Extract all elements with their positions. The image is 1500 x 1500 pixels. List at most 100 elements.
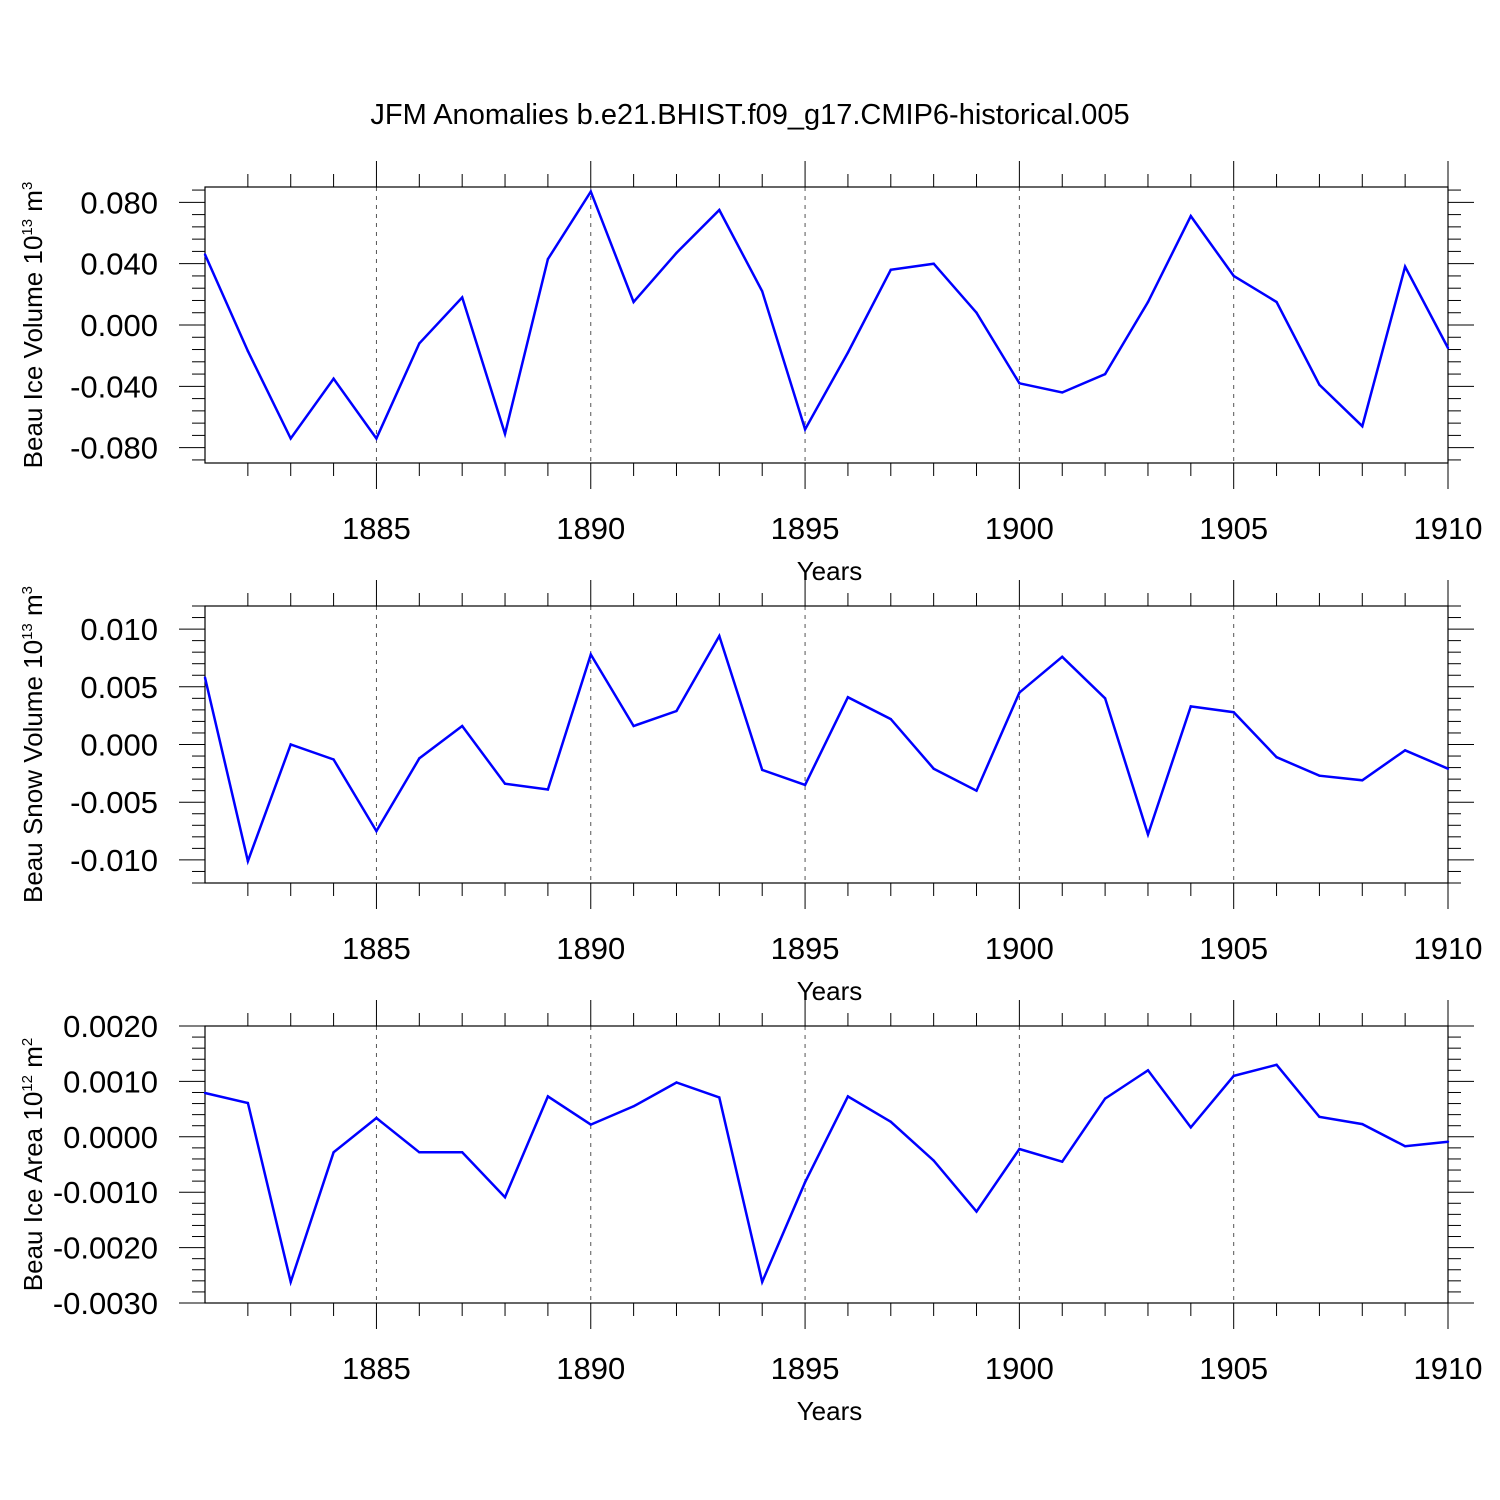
data-point: [846, 351, 850, 354]
x-tick-label: 1885: [342, 931, 411, 966]
data-point: [246, 349, 250, 353]
data-point: [332, 377, 335, 380]
data-point: [1275, 1063, 1278, 1066]
y-label-unit: m: [18, 1046, 48, 1075]
data-point: [1189, 214, 1193, 218]
chart-panel-1: 1885 1890 1895 1900 1905 1910 -0.080 -0.040 0.00…: [18, 161, 1482, 586]
y-label-exponent: 12: [19, 1075, 36, 1092]
data-point: [375, 1116, 378, 1120]
x-tick-label: 1910: [1414, 931, 1483, 966]
data-point: [675, 251, 678, 255]
data-point: [846, 695, 850, 699]
data-point: [932, 1159, 935, 1162]
data-point: [932, 262, 935, 265]
x-tick-label: 1895: [771, 931, 840, 966]
data-point: [375, 437, 378, 440]
data-point: [889, 717, 892, 721]
data-point: [1189, 705, 1193, 708]
y-label-unit-exponent: 3: [19, 182, 36, 190]
y-tick-label: -0.005: [70, 785, 158, 820]
data-point: [1275, 300, 1278, 304]
data-point: [1232, 710, 1235, 714]
data-point: [1103, 372, 1107, 376]
data-point: [675, 709, 678, 713]
data-point: [246, 859, 250, 863]
data-point: [1061, 391, 1064, 394]
y-tick-label: 0.040: [80, 247, 158, 282]
data-point: [546, 257, 550, 261]
data-point: [975, 1210, 978, 1213]
data-point: [418, 342, 421, 345]
y-label-unit-exponent: 3: [19, 586, 36, 594]
data-point: [632, 300, 635, 304]
data-point: [289, 1280, 292, 1284]
data-point: [1018, 691, 1021, 694]
x-tick-label: 1885: [342, 1351, 411, 1386]
y-tick-label: -0.0020: [53, 1231, 158, 1266]
y-tick-label: -0.080: [70, 431, 158, 466]
x-tick-label: 1885: [342, 511, 411, 546]
data-point: [1061, 655, 1064, 658]
y-label-unit: m: [18, 190, 48, 219]
data-point: [718, 634, 721, 638]
y-tick-label: -0.0010: [53, 1175, 158, 1210]
y-tick-label: 0.000: [80, 728, 158, 763]
data-point: [375, 829, 378, 833]
data-point: [418, 1151, 421, 1154]
data-point: [803, 1181, 807, 1184]
plot-frame: [204, 605, 1449, 884]
data-point: [975, 311, 978, 314]
data-point: [460, 724, 464, 728]
data-point: [761, 1280, 764, 1284]
data-point: [1403, 1145, 1407, 1148]
x-tick-label: 1890: [556, 931, 625, 966]
data-point: [460, 296, 464, 299]
data-point: [203, 253, 207, 256]
data-point: [632, 1105, 635, 1108]
data-point: [1403, 749, 1407, 752]
data-point: [332, 758, 335, 761]
x-axis-label: Years: [797, 556, 863, 586]
x-tick-label: 1900: [985, 931, 1054, 966]
chart-panel-3: 1885 1890 1895 1900 1905 1910 -0.0030 -0.0020 -0…: [18, 1000, 1482, 1426]
x-tick-label: 1905: [1199, 1351, 1268, 1386]
y-label-base: Beau Snow Volume 10: [18, 640, 48, 903]
data-point: [246, 1101, 250, 1105]
y-label-unit-exponent: 2: [19, 1038, 36, 1046]
data-point: [1103, 1097, 1107, 1100]
y-tick-label: 0.005: [80, 670, 158, 705]
data-point: [675, 1081, 678, 1084]
x-axis-label: Years: [797, 976, 863, 1006]
y-label-exponent: 13: [19, 623, 36, 640]
data-point: [460, 1151, 464, 1154]
data-point: [1446, 346, 1450, 350]
panels: 1885 1890 1895 1900 1905 1910 -0.080 -0.040 0.00…: [18, 161, 1482, 1426]
data-point: [632, 724, 635, 728]
data-point: [418, 757, 421, 760]
data-point: [1275, 755, 1278, 759]
data-point: [203, 1091, 207, 1095]
y-axis-label: Beau Ice Volume 1013 m3: [18, 182, 48, 469]
data-point: [1232, 274, 1235, 278]
data-point: [761, 768, 764, 772]
x-tick-label: 1890: [556, 511, 625, 546]
x-tick-label: 1895: [771, 1351, 840, 1386]
y-tick-label: 0.0020: [63, 1009, 158, 1044]
data-point: [589, 190, 592, 193]
plot-frame: [204, 186, 1449, 464]
y-label-unit: m: [18, 594, 48, 623]
y-tick-label: 0.0010: [63, 1064, 158, 1099]
data-point: [889, 268, 892, 271]
data-point: [1103, 697, 1107, 700]
data-point: [1061, 1160, 1064, 1163]
data-point: [546, 1095, 550, 1098]
data-point: [289, 437, 292, 440]
data-point: [1318, 1115, 1321, 1119]
data-point: [1018, 382, 1021, 385]
y-axis-label: Beau Ice Area 1012 m2: [18, 1038, 48, 1291]
y-tick-label: 0.000: [80, 308, 158, 343]
data-point: [1018, 1147, 1021, 1151]
data-point: [1146, 300, 1150, 304]
x-tick-label: 1910: [1414, 511, 1483, 546]
